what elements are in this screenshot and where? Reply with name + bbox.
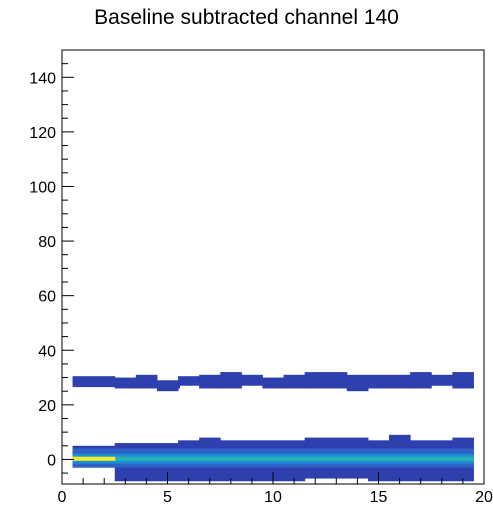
chart-title: Baseline subtracted channel 140: [94, 6, 399, 29]
heatmap-bin-upper: [135, 374, 158, 389]
heatmap-bin-upper: [156, 380, 179, 392]
y-tick-label: 20: [38, 398, 56, 415]
heatmap-bin-lower: [72, 456, 116, 461]
heatmap-bin-upper: [241, 374, 263, 386]
heatmap-bin-lower: [72, 456, 474, 461]
heatmap-bin-upper: [410, 372, 432, 389]
heatmap-bin-upper: [452, 372, 474, 389]
x-tick-label: 15: [370, 489, 388, 506]
heatmap-bins: [72, 372, 474, 482]
heatmap-bin-upper: [114, 377, 137, 389]
x-tick-label: 5: [163, 489, 172, 506]
y-tick-label: 60: [38, 289, 56, 306]
heatmap-bin-upper: [199, 374, 221, 389]
heatmap-bin-upper: [346, 374, 369, 392]
plot-frame: [61, 49, 485, 485]
y-tick-label: 80: [38, 234, 56, 251]
x-tick-label: 20: [475, 489, 493, 506]
y-tick-label: 140: [29, 70, 56, 87]
heatmap-bin-upper: [367, 374, 411, 389]
y-tick-label: 0: [47, 452, 56, 469]
x-tick-label: 0: [58, 489, 67, 506]
axes: 0 5 10 15 20 0 20 40 60 80 100 120 140: [29, 49, 493, 506]
heatmap-bin-upper: [431, 374, 453, 386]
y-tick-label: 40: [38, 343, 56, 360]
heatmap-bin-upper: [72, 376, 116, 388]
heatmap-bin-upper: [304, 372, 348, 389]
y-tick-label: 120: [29, 125, 56, 142]
heatmap-hole: [180, 385, 200, 390]
heatmap-bin-upper: [220, 372, 242, 389]
heatmap-bin-upper: [262, 377, 285, 389]
heatmap-bin-upper: [283, 374, 306, 389]
y-tick-label: 100: [29, 179, 56, 196]
heatmap-bin-upper: [178, 376, 200, 389]
x-tick-label: 10: [264, 489, 282, 506]
